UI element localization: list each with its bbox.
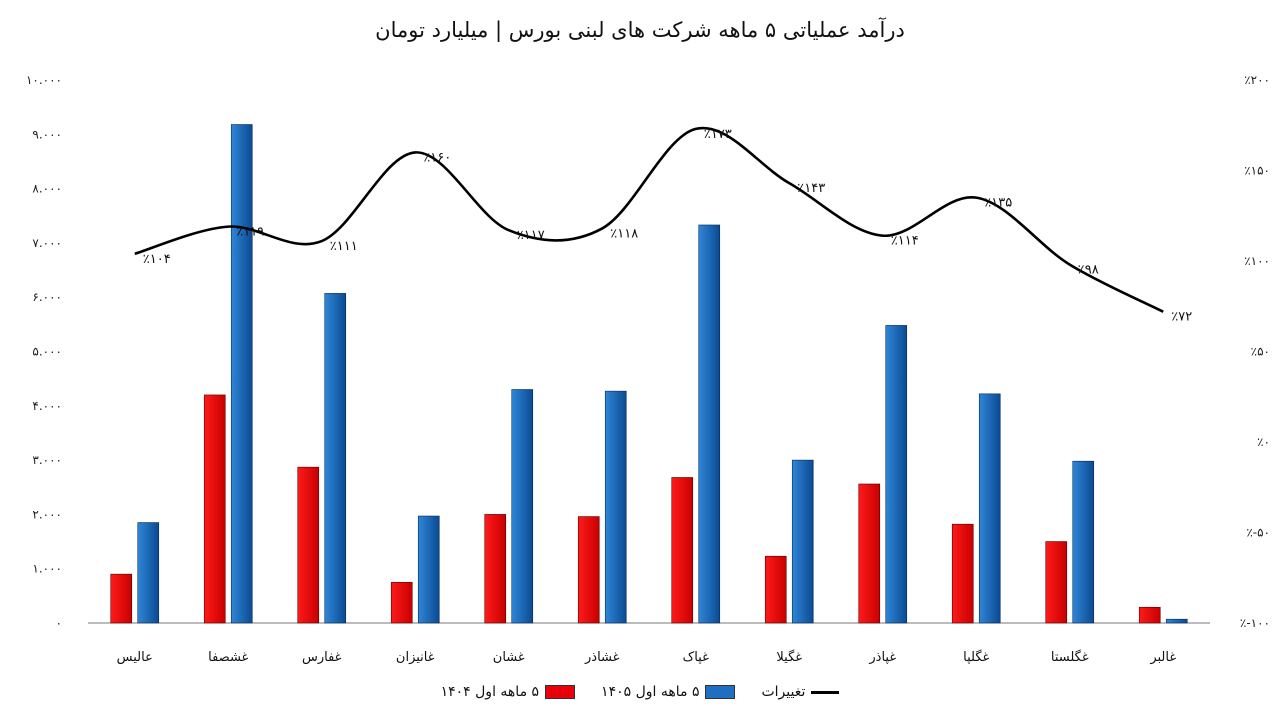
bar-1404 [484,514,507,624]
category-label: غشان [493,650,525,665]
y-tick-label: ۳.۰۰۰ [32,453,62,467]
y-tick-label: ۱۰.۰۰۰ [26,73,62,87]
bar-1404 [577,516,600,624]
y-tick-label: ۵.۰۰۰ [32,345,62,359]
bar-1404 [203,394,226,624]
category-label: غگیلا [776,649,802,665]
y-tick-label: ۰ [56,616,62,630]
bar-1405 [885,325,908,624]
category-label: غپاذر [868,650,896,665]
change-data-label: ٪۱۱۸ [610,226,638,241]
y-tick-label: ۱.۰۰۰ [32,562,62,576]
legend-label-1405: ۵ ماهه اول ۱۴۰۵ [601,684,700,700]
category-label: غپاک [683,650,710,665]
bar-1405 [604,390,627,624]
y2-tick-label: ٪۱۰۰ [1244,254,1270,268]
bar-1404 [1138,606,1161,624]
change-data-label: ٪۹۸ [1078,263,1099,278]
change-data-label: ٪۷۲ [1171,310,1192,325]
legend-item-1404: ۵ ماهه اول ۱۴۰۴ [440,684,576,700]
category-label: عالیس [117,650,153,665]
bar-1404 [110,573,133,624]
y2-tick-label: ٪۱۵۰ [1244,164,1270,178]
y-tick-label: ۲.۰۰۰ [32,507,62,521]
legend-swatch-1404 [545,685,576,699]
y2-tick-label: ٪-۵۰ [1246,526,1270,540]
y2-tick-label: ٪-۱۰۰ [1240,616,1270,630]
y-tick-label: ۸.۰۰۰ [32,182,62,196]
legend-swatch-change [811,690,840,694]
change-data-label: ٪۱۳۵ [984,196,1012,211]
bar-1405 [978,393,1001,624]
category-label: غشصفا [208,650,248,665]
bar-1405 [698,224,721,624]
legend-item-1405: ۵ ماهه اول ۱۴۰۵ [601,684,736,700]
category-label: غفارس [302,650,342,665]
category-label: غالبر [1149,650,1176,665]
bar-1405 [324,293,347,624]
legend-label-1404: ۵ ماهه اول ۱۴۰۴ [440,684,540,700]
bar-1405 [1072,460,1095,624]
bar-1404 [951,523,974,624]
change-data-label: ٪۱۷۳ [704,127,732,142]
legend: ۵ ماهه اول ۱۴۰۴ ۵ ماهه اول ۱۴۰۵ تغییرات [0,684,1280,700]
chart-title: درآمد عملیاتی ۵ ماهه شرکت های لبنی بورس … [375,18,905,42]
category-label: غانیزان [396,650,435,665]
change-data-label: ٪۱۱۹ [236,225,264,240]
category-label: غگلستا [1051,649,1089,665]
y2-tick-label: ٪۲۰۰ [1244,73,1270,87]
change-data-label: ٪۱۱۴ [891,234,919,249]
y-tick-label: ۴.۰۰۰ [32,399,62,413]
change-line [134,126,1164,313]
category-label: غشاذر [584,650,620,665]
legend-label-change: تغییرات [761,684,806,700]
change-data-label: ٪۱۱۷ [517,228,545,243]
bar-1405 [417,515,440,624]
y2-tick-label: ٪۵۰ [1251,345,1270,359]
bar-1405 [137,522,160,624]
bar-1405 [791,459,814,624]
change-data-label: ٪۱۰۴ [143,252,171,267]
legend-swatch-1405 [705,685,736,699]
legend-item-change: تغییرات [761,684,840,700]
bar-1405 [230,124,253,624]
bar-1404 [764,555,787,624]
change-data-label: ٪۱۶۰ [423,150,451,165]
bar-1404 [671,477,694,624]
bar-1405 [1165,618,1188,624]
y-tick-label: ۹.۰۰۰ [32,127,62,141]
y-tick-label: ۶.۰۰۰ [32,290,62,304]
category-label: غگلپا [963,649,989,665]
y2-tick-label: ٪۰ [1257,435,1270,449]
bar-1404 [858,483,881,624]
bar-1404 [390,581,413,624]
bar-1404 [297,466,320,624]
change-data-label: ٪۱۴۳ [797,181,825,196]
bar-1404 [1045,541,1068,624]
bar-1405 [511,389,534,624]
y-tick-label: ۷.۰۰۰ [32,236,62,250]
change-data-label: ٪۱۱۱ [330,239,358,254]
